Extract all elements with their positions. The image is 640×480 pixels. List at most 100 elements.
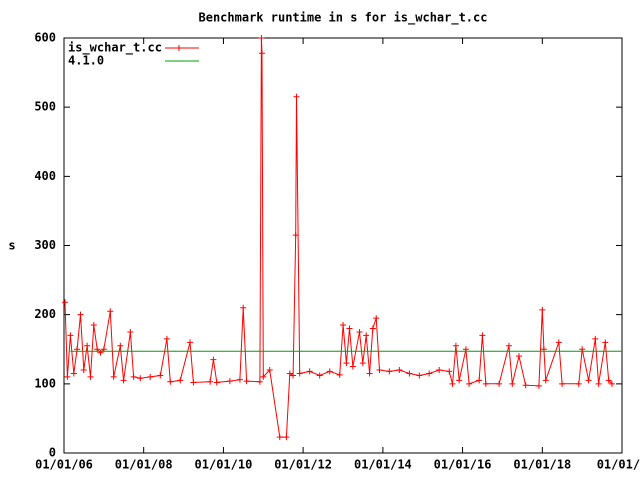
- plot-frame: [63, 37, 623, 454]
- y-tick-label: 300: [34, 238, 56, 252]
- point-marker: [585, 377, 592, 384]
- point-marker: [386, 368, 393, 375]
- point-marker: [340, 322, 347, 329]
- legend-label: 4.1.0: [68, 54, 104, 68]
- point-marker: [449, 380, 456, 387]
- point-marker: [359, 360, 366, 367]
- point-marker: [286, 370, 293, 377]
- point-marker: [84, 342, 91, 349]
- point-marker: [452, 342, 459, 349]
- point-marker: [396, 367, 403, 373]
- y-tick-label: 500: [34, 100, 56, 114]
- x-tick-label: 01/01/06: [35, 458, 93, 472]
- point-marker: [127, 328, 134, 335]
- point-marker: [64, 373, 71, 380]
- point-marker: [575, 380, 582, 387]
- point-marker: [602, 339, 609, 346]
- y-tick-label: 200: [34, 307, 56, 321]
- point-marker: [130, 373, 137, 380]
- point-marker: [70, 370, 77, 377]
- point-marker: [363, 332, 370, 339]
- y-tick-label: 0: [49, 446, 56, 460]
- y-tick-label: 400: [34, 169, 56, 183]
- point-marker: [258, 50, 265, 57]
- point-marker: [207, 378, 214, 385]
- point-marker: [436, 367, 443, 373]
- point-marker: [97, 349, 104, 356]
- point-marker: [592, 335, 599, 342]
- y-tick-label: 100: [34, 376, 56, 390]
- point-marker: [496, 380, 503, 387]
- point-marker: [117, 342, 124, 349]
- point-marker: [535, 382, 542, 389]
- point-marker: [157, 372, 164, 379]
- point-marker: [292, 232, 299, 239]
- point-marker: [163, 335, 170, 342]
- point-marker: [346, 325, 353, 332]
- point-marker: [306, 368, 313, 375]
- point-marker: [226, 378, 233, 385]
- point-marker: [522, 382, 529, 389]
- point-marker: [258, 35, 265, 41]
- point-marker: [187, 339, 194, 346]
- point-marker: [446, 368, 453, 375]
- point-marker: [539, 306, 546, 313]
- point-marker: [373, 315, 380, 322]
- y-tick-label: 600: [34, 31, 56, 45]
- point-marker: [376, 367, 383, 373]
- point-marker: [167, 378, 174, 385]
- point-marker: [316, 372, 323, 379]
- point-marker: [137, 375, 144, 382]
- point-marker: [276, 434, 283, 441]
- point-marker: [147, 373, 154, 380]
- x-tick-label: 01/01/10: [195, 458, 253, 472]
- point-marker: [456, 377, 463, 384]
- point-marker: [293, 93, 300, 100]
- point-marker: [67, 332, 74, 339]
- point-marker: [107, 308, 114, 315]
- point-marker: [479, 332, 486, 339]
- chart-title: Benchmark runtime in s for is_wchar_t.cc: [199, 11, 488, 26]
- point-marker: [90, 322, 97, 329]
- y-axis-label: s: [8, 239, 15, 253]
- point-marker: [336, 371, 343, 378]
- point-marker: [482, 380, 489, 387]
- point-marker: [213, 379, 220, 386]
- point-marker: [505, 342, 512, 349]
- point-marker: [177, 377, 184, 384]
- point-marker: [426, 370, 433, 377]
- point-marker: [356, 328, 363, 335]
- x-tick-label: 01/01/08: [115, 458, 173, 472]
- x-tick-label: 01/01/14: [354, 458, 412, 472]
- point-marker: [326, 368, 333, 375]
- point-marker: [366, 370, 373, 377]
- point-marker: [369, 325, 376, 332]
- point-marker: [343, 360, 350, 367]
- point-marker: [236, 376, 243, 383]
- x-tick-label: 01/01/12: [274, 458, 332, 472]
- point-marker: [77, 311, 84, 318]
- point-marker: [290, 372, 297, 379]
- series-line: [64, 37, 613, 438]
- legend-swatch: [165, 45, 199, 51]
- point-marker: [466, 380, 473, 387]
- x-tick-label: 01/01/16: [434, 458, 492, 472]
- point-marker: [406, 370, 413, 377]
- point-marker: [266, 367, 273, 373]
- point-marker: [260, 373, 267, 380]
- point-marker: [296, 370, 303, 377]
- point-marker: [110, 373, 117, 380]
- point-marker: [349, 363, 356, 370]
- point-marker: [542, 377, 549, 384]
- point-marker: [190, 379, 197, 386]
- point-marker: [555, 339, 562, 346]
- point-marker: [243, 378, 250, 385]
- point-marker: [210, 356, 217, 363]
- point-marker: [476, 377, 483, 384]
- point-marker: [61, 299, 68, 306]
- point-marker: [256, 378, 263, 385]
- point-marker: [80, 367, 87, 373]
- point-marker: [605, 377, 612, 384]
